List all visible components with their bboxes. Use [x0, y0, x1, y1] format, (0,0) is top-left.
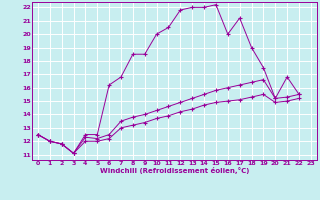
X-axis label: Windchill (Refroidissement éolien,°C): Windchill (Refroidissement éolien,°C) [100, 167, 249, 174]
